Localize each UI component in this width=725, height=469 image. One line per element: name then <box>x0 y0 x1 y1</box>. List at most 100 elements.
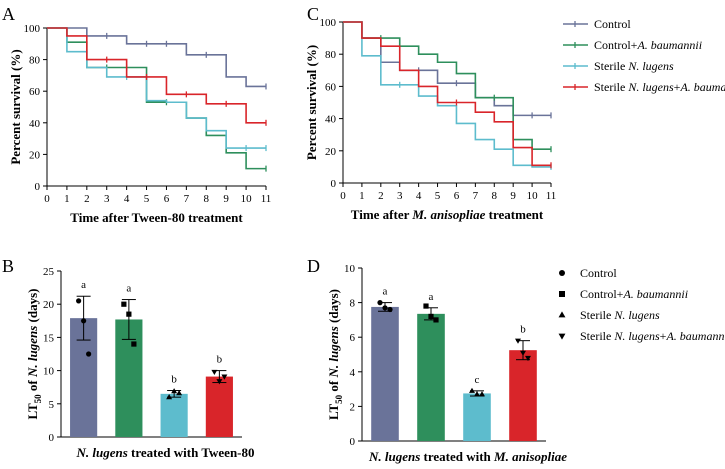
significance-letter: c <box>475 374 480 386</box>
y-tick-label: 10 <box>344 263 356 275</box>
y-tick-label: 40 <box>29 118 41 130</box>
data-point <box>469 387 475 393</box>
y-tick-label: 0 <box>35 181 41 193</box>
y-tick-label: 15 <box>43 332 55 344</box>
significance-letter: a <box>126 283 131 295</box>
y-tick-label: 40 <box>325 114 337 126</box>
x-tick-label: 3 <box>104 193 110 205</box>
panel-label-c: C <box>307 4 319 24</box>
bar-sterile <box>463 393 491 441</box>
x-tick-label: 7 <box>473 190 479 202</box>
legend-survival: Control Control+A. baumannii Sterile N. lu… <box>563 17 725 94</box>
x-tick-label: 11 <box>546 190 557 202</box>
y-tick-label: 80 <box>325 49 337 61</box>
data-point <box>474 391 480 397</box>
data-point <box>433 317 439 323</box>
legend-marker <box>558 333 566 340</box>
x-axis-label: N. lugens treated with M. anisopliae <box>368 449 567 464</box>
y-axis-label: Percent survival (%) <box>304 45 319 160</box>
y-tick-label: 10 <box>43 366 55 378</box>
x-tick-label: 11 <box>261 193 272 205</box>
x-tick-label: 5 <box>144 193 150 205</box>
data-point <box>131 341 137 347</box>
y-tick-label: 100 <box>320 17 337 29</box>
data-point <box>387 306 393 313</box>
bar-control_ab <box>417 313 445 441</box>
chart-panel-d: 0 2 4 6 8 10 a a c b LT50 of N. lugens (days) N. lu… <box>326 263 567 464</box>
x-tick-label: 10 <box>527 190 539 202</box>
data-point <box>166 394 173 400</box>
y-tick-label: 100 <box>24 23 41 35</box>
x-tick-label: 10 <box>241 193 253 205</box>
legend-label: Sterile N. lugens+A. baumannii <box>580 329 725 343</box>
survival-line-control <box>343 21 551 117</box>
data-point <box>382 305 388 311</box>
y-tick-label: 0 <box>350 436 356 448</box>
data-point <box>428 313 434 320</box>
x-tick-label: 7 <box>184 193 190 205</box>
x-axis-label: Time after M. anisopliae treatment <box>351 207 544 222</box>
x-tick-label: 9 <box>223 193 229 205</box>
y-tick-label: 4 <box>350 367 356 379</box>
y-axis-label: Percent survival (%) <box>8 49 23 164</box>
legend-label: Control+A. baumannii <box>594 38 702 52</box>
significance-letter: a <box>429 291 434 303</box>
x-tick-label: 3 <box>397 190 403 202</box>
significance-letter: b <box>520 324 526 336</box>
chart-panel-b: 0 5 10 15 20 25 a a b b LT50 of N. lugens (days) N.… <box>25 266 255 460</box>
legend-lt50: Control Control+A. baumannii Sterile N. lu… <box>558 266 725 343</box>
legend-marker <box>558 311 566 318</box>
data-point <box>520 350 526 356</box>
data-point <box>479 391 485 397</box>
legend-label: Sterile N. lugens <box>594 59 674 73</box>
y-tick-label: 20 <box>43 299 55 311</box>
data-point <box>211 369 218 376</box>
y-axis-label: LT50 of N. lugens (days) <box>326 289 344 420</box>
legend-label: Sterile N. lugens+A. baumannii <box>594 80 725 94</box>
x-tick-label: 2 <box>84 193 90 205</box>
y-axis-label: LT50 of N. lugens (days) <box>25 289 43 420</box>
x-tick-label: 9 <box>510 190 516 202</box>
x-tick-label: 6 <box>454 190 460 202</box>
x-axis-label: N. lugens treated with Tween-80 <box>75 445 254 460</box>
y-tick-label: 80 <box>29 55 41 67</box>
legend-label: Sterile N. lugens <box>580 308 660 322</box>
x-tick-label: 4 <box>124 193 130 205</box>
panel-label-b: B <box>2 256 14 276</box>
data-point <box>221 374 228 380</box>
significance-letter: b <box>217 354 223 366</box>
legend-label: Control+A. baumannii <box>580 287 688 301</box>
survival-line-control <box>47 27 266 88</box>
x-tick-label: 6 <box>164 193 170 205</box>
data-point <box>525 355 531 362</box>
legend-label: Control <box>580 266 617 280</box>
data-point <box>423 303 429 309</box>
survival-line-control_ab <box>343 21 551 150</box>
y-tick-label: 20 <box>325 146 337 158</box>
y-tick-label: 5 <box>49 399 55 411</box>
bar-sterile <box>160 393 188 437</box>
data-point <box>121 301 127 307</box>
y-tick-label: 2 <box>350 401 356 413</box>
y-tick-label: 0 <box>331 178 337 190</box>
data-point <box>216 379 223 385</box>
x-tick-label: 0 <box>340 190 346 202</box>
y-tick-label: 25 <box>43 266 55 278</box>
y-tick-label: 0 <box>49 432 55 444</box>
data-point <box>86 351 92 357</box>
bar-sterile_ab <box>509 350 537 441</box>
bar-sterile_ab <box>205 376 233 437</box>
data-point <box>377 300 383 306</box>
x-tick-label: 5 <box>435 190 441 202</box>
x-tick-label: 8 <box>204 193 210 205</box>
x-axis-label: Time after Tween-80 treatment <box>70 210 243 225</box>
panel-label-d: D <box>307 256 320 276</box>
chart-panel-a: 0 1 2 3 4 5 6 7 8 9 10 11 0 20 40 60 80 100 Percent surviv… <box>8 23 271 225</box>
panel-label-a: A <box>2 4 15 24</box>
y-tick-label: 60 <box>325 81 337 93</box>
x-tick-label: 4 <box>416 190 422 202</box>
survival-line-sterile <box>47 27 266 149</box>
bar-control <box>371 306 399 441</box>
legend-label: Control <box>594 17 631 31</box>
